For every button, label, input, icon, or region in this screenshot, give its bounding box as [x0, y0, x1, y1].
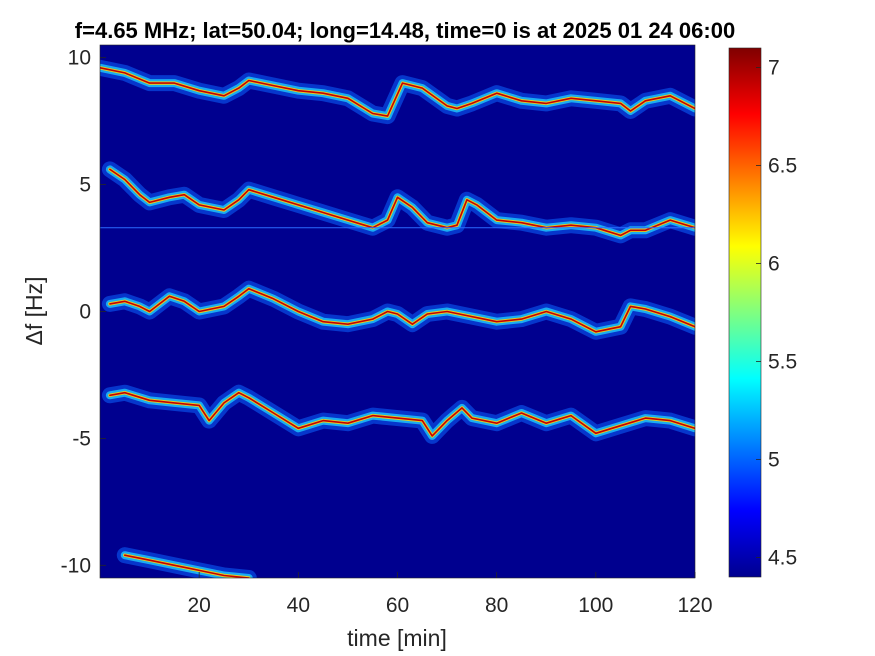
chart-title: f=4.65 MHz; lat=50.04; long=14.48, time=… [75, 18, 735, 43]
y-tick-label: -5 [72, 427, 91, 450]
y-axis-ticks: 10 5 0 -5 -10 [61, 47, 106, 577]
colorbar-tick-label: 5 [768, 448, 780, 471]
x-tick-label: 80 [485, 594, 508, 617]
y-tick-label: 10 [68, 47, 91, 70]
x-tick-label: 20 [187, 594, 210, 617]
trace-1 [100, 59, 695, 125]
x-tick-label: 120 [677, 594, 712, 617]
x-axis-label: time [min] [347, 625, 447, 651]
trace-5 [116, 547, 257, 578]
y-tick-label: 5 [79, 174, 91, 197]
trace-2 [101, 161, 695, 244]
trace-1-line [100, 67, 695, 117]
x-tick-label: 100 [578, 594, 613, 617]
trace-4 [101, 384, 695, 444]
trace-4-line [109, 391, 695, 437]
y-axis-label: Δf [Hz] [21, 276, 47, 345]
colorbar-tick-label: 4.5 [768, 546, 797, 569]
colorbar-tick-label: 6.5 [768, 155, 797, 178]
colorbar-tick-label: 5.5 [768, 350, 797, 373]
trace-3-line [109, 287, 695, 333]
colorbar-tick-label: 6 [768, 253, 780, 276]
colorbar-ticks: 7 6.5 6 5.5 5 4.5 [756, 57, 797, 569]
trace-5-line [124, 554, 250, 578]
y-tick-label: 0 [79, 301, 91, 324]
y-tick-label: -10 [61, 554, 91, 577]
trace-3 [101, 280, 695, 340]
plot-content [100, 59, 695, 578]
x-axis-ticks: 20 40 60 80 100 120 [187, 572, 713, 617]
x-tick-label: 40 [287, 594, 310, 617]
colorbar-tick-label: 7 [768, 57, 780, 80]
trace-2-line [109, 168, 695, 237]
x-tick-label: 60 [386, 594, 409, 617]
colorbar [728, 47, 762, 578]
